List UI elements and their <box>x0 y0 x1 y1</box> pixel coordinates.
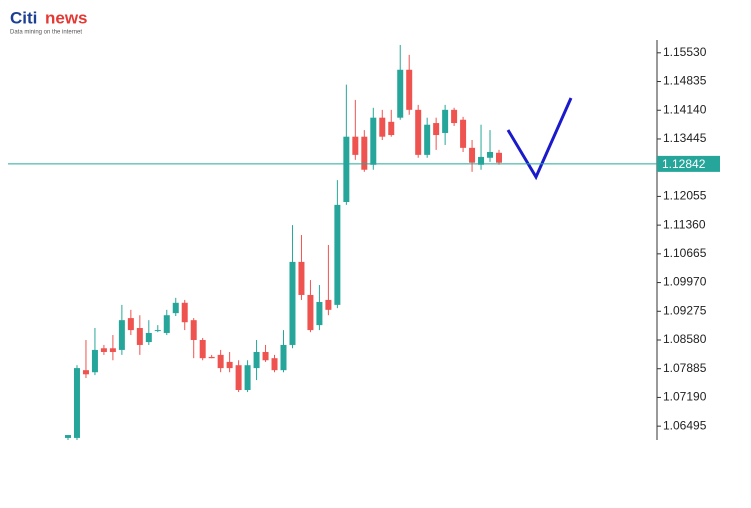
candle-body <box>65 435 71 438</box>
candle-body <box>217 354 224 369</box>
candle-body <box>478 156 485 165</box>
candle-body <box>190 320 197 340</box>
candle-body <box>163 315 170 333</box>
candle-body <box>154 330 161 332</box>
y-tick-label: 1.09275 <box>663 303 707 317</box>
candle-body <box>388 121 395 136</box>
candle-body <box>262 351 269 361</box>
candle-body <box>316 301 323 326</box>
y-tick-label: 1.07190 <box>663 390 707 404</box>
logo-part: news <box>45 8 88 27</box>
candle-body <box>352 136 359 155</box>
candle-body <box>145 332 152 343</box>
candle-body <box>82 370 89 375</box>
last-price-tag <box>657 155 720 172</box>
candle-body <box>208 356 215 359</box>
candle-body <box>73 368 80 438</box>
candle-body <box>397 69 404 118</box>
y-tick-label: 1.14835 <box>663 74 707 88</box>
candle-body <box>118 320 125 350</box>
logo-part: Citi <box>10 8 37 27</box>
candle-body <box>424 124 431 155</box>
y-tick-label: 1.08580 <box>663 332 707 346</box>
candle-body <box>127 318 134 331</box>
candle-body <box>343 136 350 202</box>
candle-body <box>460 119 467 148</box>
y-tick-label: 1.07885 <box>663 361 707 375</box>
candle-body <box>415 109 422 155</box>
candle-body <box>469 147 476 163</box>
candle-body <box>181 302 188 323</box>
candle-body <box>136 328 143 345</box>
candle-body <box>226 361 233 369</box>
y-tick-label: 1.12055 <box>663 189 707 203</box>
candle-body <box>325 299 332 310</box>
candle-body <box>433 123 440 136</box>
candle-body <box>496 152 502 163</box>
candle-body <box>289 261 296 345</box>
annotation-check <box>506 97 573 181</box>
candle-body <box>100 348 107 352</box>
candle-body <box>307 294 314 331</box>
candle-body <box>361 136 368 170</box>
candle-body <box>91 349 98 373</box>
candle-body <box>370 117 377 165</box>
candle-body <box>235 365 242 390</box>
y-tick-label: 1.15530 <box>663 45 707 59</box>
candle-body <box>199 340 206 359</box>
candle-body <box>334 204 341 305</box>
y-tick-label: 1.13445 <box>663 131 707 145</box>
candle-body <box>298 261 305 295</box>
y-tick-label: 1.10665 <box>663 246 707 260</box>
candle-body <box>442 109 449 133</box>
last-price-label: 1.12842 <box>662 157 706 171</box>
candle-body <box>172 302 179 314</box>
candle-body <box>271 358 278 371</box>
candle-body <box>244 365 251 390</box>
candle-body <box>109 348 116 352</box>
candle-body <box>451 109 458 124</box>
candle-body <box>487 151 494 158</box>
candle-body <box>379 117 386 137</box>
candle-body <box>406 69 413 110</box>
candle-body <box>253 351 260 369</box>
logo-tagline: Data mining on the internet <box>10 30 82 36</box>
y-tick-label: 1.09970 <box>663 275 707 289</box>
y-tick-label: 1.11360 <box>663 217 706 231</box>
y-tick-label: 1.14140 <box>663 102 707 116</box>
y-tick-label: 1.06495 <box>663 418 707 432</box>
candle-body <box>280 344 287 371</box>
